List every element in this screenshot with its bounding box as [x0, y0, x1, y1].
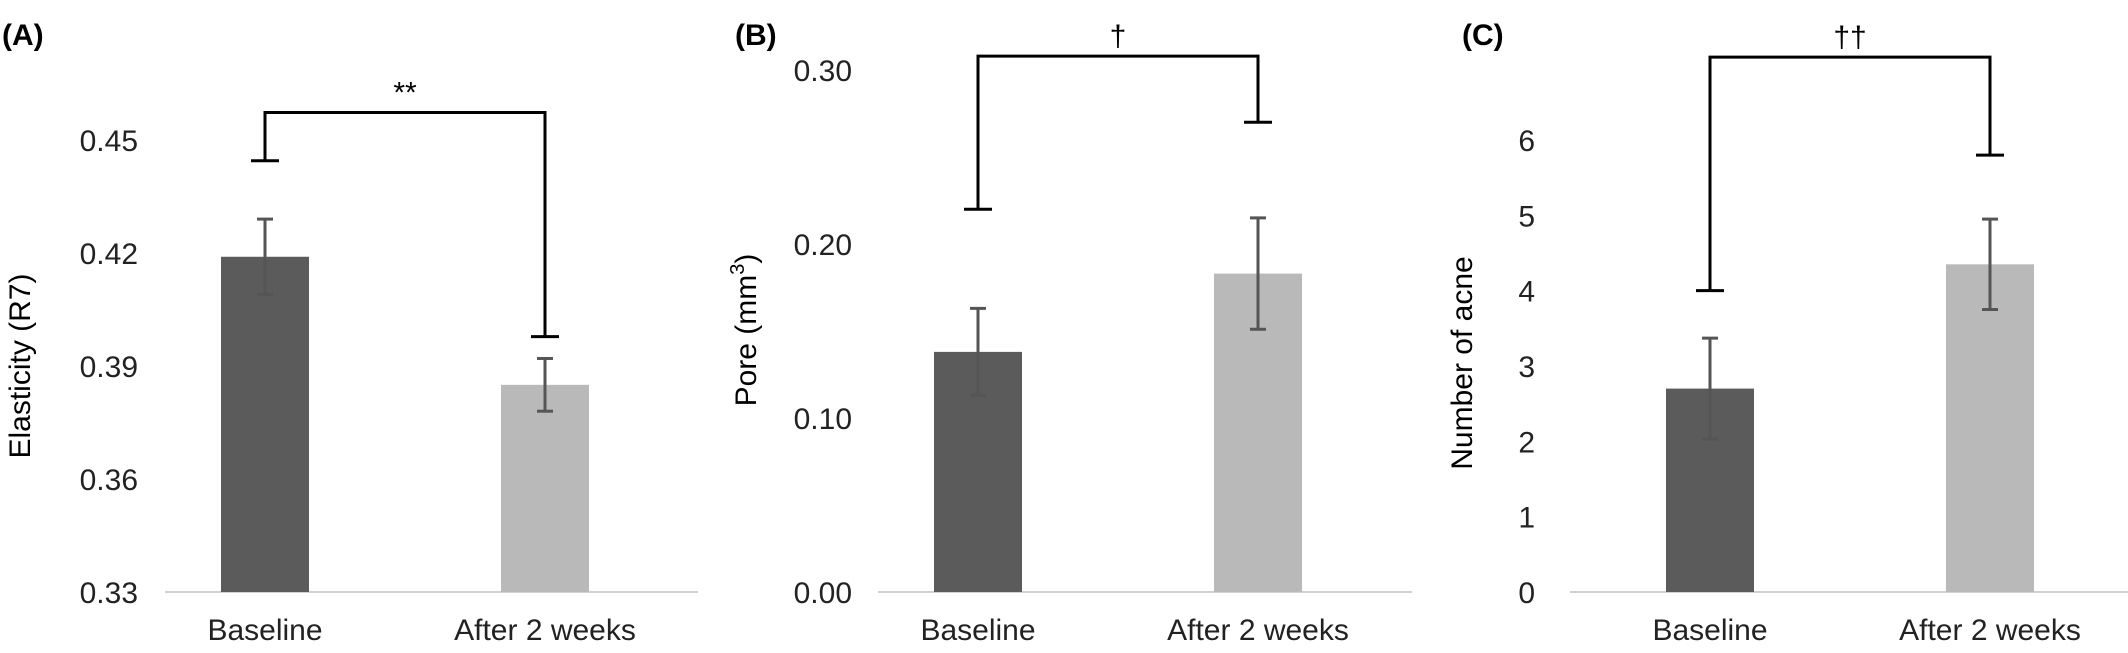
chart-panel-2: (B) 0.00 0.10 0.20 0.30 Pore (mm3) Baseline Aft…: [727, 19, 1412, 647]
y-axis-title: Pore (mm3): [727, 254, 763, 407]
y-axis-title: Number of acne: [1446, 256, 1479, 469]
error-bar: [1250, 216, 1266, 331]
bar-baseline: [221, 256, 309, 592]
bar-after-2-weeks: [501, 384, 589, 592]
y-tick-label: 0: [1518, 577, 1535, 610]
y-tick-label: 4: [1518, 276, 1535, 309]
panel-label: (A): [2, 19, 44, 52]
y-tick-label: 0.33: [80, 577, 138, 610]
significance-marker: †: [1110, 20, 1127, 53]
significance-marker: ††: [1833, 21, 1866, 54]
significance-marker: **: [393, 77, 417, 110]
error-bar: [1702, 336, 1718, 441]
y-tick-label: 0.36: [80, 464, 138, 497]
y-tick-label: 0.42: [80, 238, 138, 271]
significance-bracket: [1708, 55, 1992, 291]
y-tick-label: 3: [1518, 351, 1535, 384]
error-bar: [1982, 217, 1998, 311]
x-category-label: Baseline: [1652, 614, 1767, 647]
error-bar: [970, 306, 986, 397]
x-category-label: Baseline: [207, 614, 322, 647]
chart-panel-1: (A) 0.33 0.36 0.39 0.42 0.45 Elasticity (R7) Ba…: [2, 19, 698, 647]
panel-label: (C): [1462, 19, 1504, 52]
y-tick-label: 1: [1518, 502, 1535, 535]
y-axis-title: Elasticity (R7): [4, 273, 37, 458]
y-tick-label: 6: [1518, 125, 1535, 158]
y-tick-label: 5: [1518, 200, 1535, 233]
chart-panel-3: (C) 0 1 2 3 4 5 6 Number of acne Baseline After 2 …: [1446, 19, 2128, 647]
error-bar: [257, 217, 273, 296]
panel-label: (B): [735, 19, 777, 52]
significance-bracket: [263, 111, 547, 337]
y-tick-label: 0.10: [794, 403, 852, 436]
y-tick-label: 0.00: [794, 577, 852, 610]
y-tick-label: 0.30: [794, 55, 852, 88]
significance-bracket: [976, 54, 1260, 210]
y-tick-label: 2: [1518, 426, 1535, 459]
x-category-label: Baseline: [920, 614, 1035, 647]
x-category-label: After 2 weeks: [454, 614, 636, 647]
y-tick-label: 0.45: [80, 125, 138, 158]
x-category-label: After 2 weeks: [1899, 614, 2081, 647]
x-category-label: After 2 weeks: [1167, 614, 1349, 647]
error-bar: [537, 356, 553, 413]
bar-after-2-weeks: [1946, 264, 2034, 592]
y-tick-label: 0.39: [80, 351, 138, 384]
y-tick-label: 0.20: [794, 229, 852, 262]
